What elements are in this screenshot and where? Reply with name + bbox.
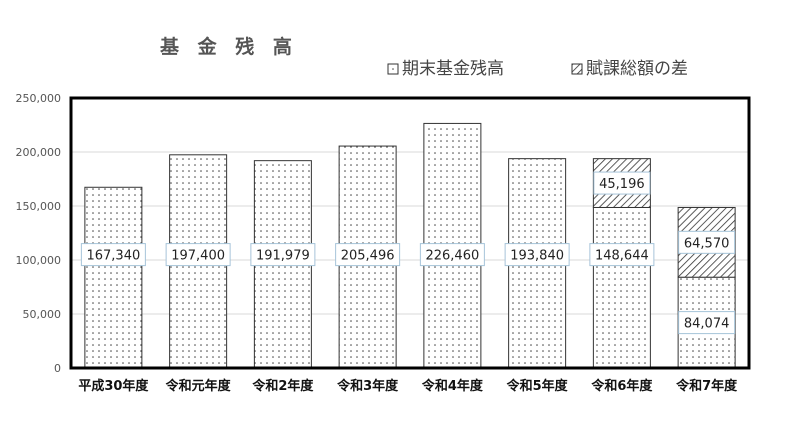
x-tick-label: 令和3年度 xyxy=(337,378,399,394)
legend-label: 期末基金残高 xyxy=(402,59,504,79)
data-label-box xyxy=(80,243,146,267)
data-label-box xyxy=(335,243,401,267)
data-label: 226,460 xyxy=(425,249,479,264)
data-label-box xyxy=(593,171,651,195)
x-tick-label: 令和元年度 xyxy=(166,378,232,394)
data-label-box xyxy=(250,243,316,267)
y-tick-label: 50,000 xyxy=(23,308,62,321)
data-label-box xyxy=(678,311,736,335)
data-label-box xyxy=(165,243,231,267)
y-axis: 0 50,000 100,000 150,000 200,000 250,000 xyxy=(16,92,62,375)
y-tick-label: 0 xyxy=(54,362,61,375)
data-label: 84,074 xyxy=(684,317,730,332)
chart-title: 基 金 残 高 xyxy=(159,35,298,58)
data-label-box xyxy=(589,243,655,267)
data-label: 148,644 xyxy=(595,249,649,264)
y-tick-label: 100,000 xyxy=(16,254,62,267)
legend-label: 賦課総額の差 xyxy=(586,59,688,79)
data-labels: 167,340 197,400 191,979 205,496 226,460 193,8… xyxy=(80,171,736,335)
y-tick-label: 150,000 xyxy=(16,200,62,213)
data-label: 191,979 xyxy=(256,249,310,264)
x-tick-label: 令和4年度 xyxy=(422,378,484,394)
bar-fund-balance xyxy=(84,186,143,369)
plot-frame xyxy=(69,96,751,370)
data-label: 193,840 xyxy=(510,249,564,264)
data-label-box xyxy=(678,230,736,254)
legend-swatch xyxy=(387,63,399,75)
x-tick-label: 令和2年度 xyxy=(252,378,314,394)
data-label: 45,196 xyxy=(599,177,645,192)
data-label: 64,570 xyxy=(684,236,730,251)
x-tick-label: 平成30年度 xyxy=(78,378,149,394)
data-label-box xyxy=(419,243,485,267)
y-tick-label: 250,000 xyxy=(16,92,62,105)
legend: 期末基金残高 賦課総額の差 xyxy=(387,59,688,79)
x-tick-label: 令和6年度 xyxy=(591,378,653,394)
x-tick-label: 令和5年度 xyxy=(507,378,569,394)
x-tick-label: 令和7年度 xyxy=(676,378,738,394)
data-label: 167,340 xyxy=(86,249,140,264)
x-axis: 平成30年度 令和元年度 令和2年度 令和3年度 令和4年度 令和5年度 令和6年度 令和7年… xyxy=(78,378,738,394)
y-tick-label: 200,000 xyxy=(16,146,62,159)
data-label: 205,496 xyxy=(341,249,395,264)
bar-fund-balance xyxy=(592,206,651,369)
data-label: 197,400 xyxy=(171,249,225,264)
data-label-box xyxy=(504,243,570,267)
legend-swatch xyxy=(571,63,583,75)
